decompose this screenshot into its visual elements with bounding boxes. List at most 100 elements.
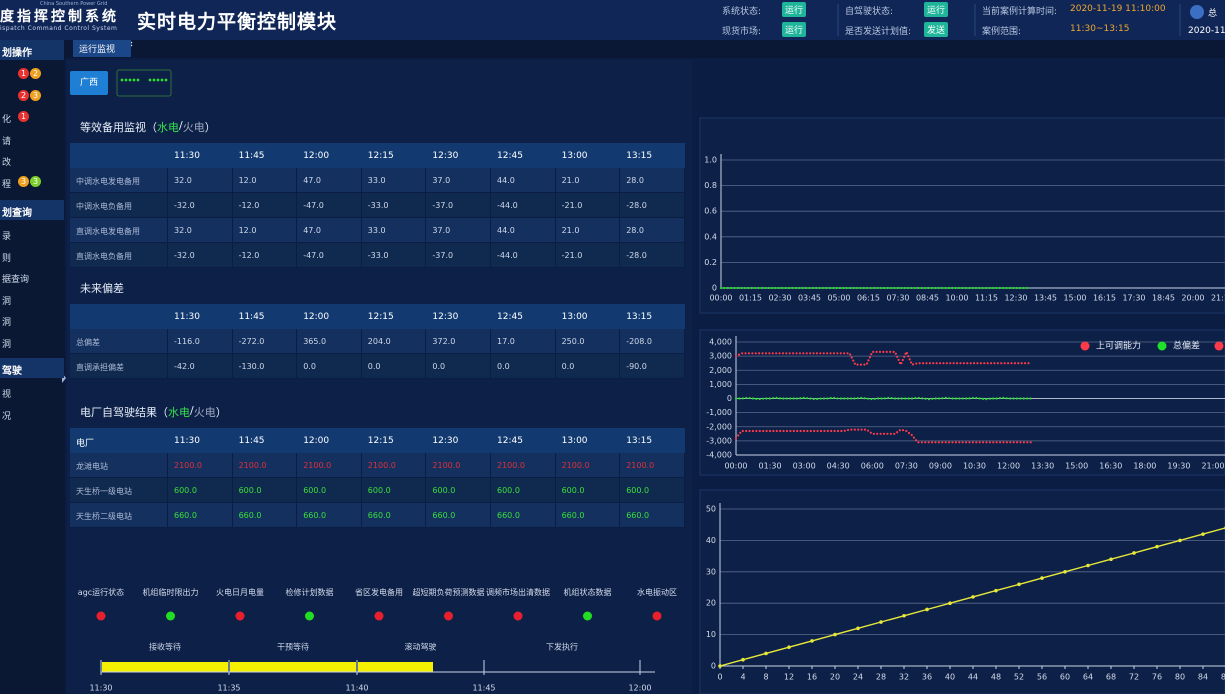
cell-divider xyxy=(619,329,621,353)
cell-divider xyxy=(619,503,621,527)
cell-divider xyxy=(425,168,427,192)
sidebar-item[interactable]: 改 xyxy=(2,158,12,169)
column-header: 12:45 xyxy=(497,312,523,322)
x-tick-label: 15:00 xyxy=(1065,462,1088,471)
sidebar-item[interactable]: 请 xyxy=(2,136,12,147)
cell-divider xyxy=(296,168,298,192)
user-date: 2020-11 xyxy=(1188,26,1225,36)
cell-divider xyxy=(425,329,427,353)
sidebar-group-title[interactable]: 划查询 xyxy=(2,208,32,219)
sidebar-item[interactable]: 洞 xyxy=(2,340,12,350)
x-tick-label: 01:15 xyxy=(739,294,762,303)
data-point xyxy=(1132,551,1136,555)
status-value: 运行 xyxy=(782,2,807,17)
region-button[interactable]: 广西 xyxy=(70,71,108,95)
data-point xyxy=(1178,538,1182,543)
cell-divider xyxy=(231,218,233,242)
data-point xyxy=(718,664,722,668)
table-row xyxy=(70,193,685,218)
status-value: 运行 xyxy=(782,22,807,37)
cell-divider xyxy=(231,329,233,353)
cell-divider xyxy=(425,478,427,502)
y-tick-label: 40 xyxy=(706,536,716,545)
status-dots xyxy=(120,78,168,82)
cell: 600.0 xyxy=(174,486,197,495)
x-tick-label: 21:15 xyxy=(1211,294,1225,303)
table-header xyxy=(70,304,685,329)
title-part: ） xyxy=(204,121,216,134)
cell: 204.0 xyxy=(367,337,391,346)
y-tick-label: 0.2 xyxy=(704,258,717,267)
range-label: 案例范围: xyxy=(982,27,1022,37)
y-tick-label: 20 xyxy=(706,599,716,608)
badge: 3 xyxy=(30,176,41,187)
x-tick-label: 60 xyxy=(1060,673,1070,682)
cell: 17.0 xyxy=(497,337,515,346)
cell: 660.0 xyxy=(174,511,197,520)
y-tick-label: -2,000 xyxy=(706,422,732,431)
cell-divider xyxy=(231,168,233,192)
x-tick-label: 07:30 xyxy=(886,294,909,303)
sidebar-item[interactable]: 视 xyxy=(2,390,12,400)
timeline-time: 11:30 xyxy=(89,684,112,693)
data-point xyxy=(948,601,952,605)
column-header: 11:30 xyxy=(174,436,200,446)
x-tick-label: 20 xyxy=(830,673,840,682)
sidebar-item[interactable]: 洞 xyxy=(2,318,12,329)
badge: 2 xyxy=(18,89,29,101)
sidebar-item[interactable]: 况 xyxy=(2,411,12,422)
cell: 0.0 xyxy=(303,362,316,371)
badge: 1 xyxy=(18,68,29,79)
cell-divider xyxy=(167,218,168,242)
cell-divider xyxy=(554,218,556,242)
x-tick-label: 18:45 xyxy=(1152,294,1175,303)
cell: -21.0 xyxy=(561,201,583,210)
x-tick-label: 15:00 xyxy=(1063,294,1086,303)
tab[interactable]: 运行监视 xyxy=(73,40,132,57)
cell-divider xyxy=(360,193,362,217)
indicator-label: 检修计划数据 xyxy=(285,588,334,597)
sidebar-group-title[interactable]: 划操作 xyxy=(2,48,32,59)
cell: 660.0 xyxy=(561,511,585,520)
legend-marker xyxy=(1157,341,1167,351)
indicator-label: 机组状态数据 xyxy=(563,588,612,597)
table-corner: 电厂 xyxy=(76,439,95,449)
y-tick-label: 30 xyxy=(706,567,716,576)
cell-divider xyxy=(683,354,685,378)
sidebar-item[interactable]: 化 xyxy=(2,115,12,126)
cell-divider xyxy=(490,329,491,353)
y-tick-label: -1,000 xyxy=(706,408,732,417)
column-header: 13:15 xyxy=(626,312,653,322)
cell-divider xyxy=(360,503,362,527)
timeline-time: 12:00 xyxy=(628,684,651,693)
sidebar-item[interactable]: 程 xyxy=(2,180,12,190)
cell-divider xyxy=(360,354,362,378)
x-tick-label: 04:30 xyxy=(827,462,850,471)
sidebar-item[interactable]: 洞 xyxy=(2,296,12,307)
x-tick-label: 00:00 xyxy=(724,462,747,471)
sidebar-item[interactable]: 录 xyxy=(2,232,12,242)
data-point xyxy=(856,626,860,631)
stage-label: 接收等待 xyxy=(149,642,181,652)
column-header: 12:00 xyxy=(303,436,330,446)
x-tick-label: 13:45 xyxy=(1034,294,1057,303)
sidebar-item[interactable]: 则 xyxy=(2,253,12,264)
x-tick-label: 8 xyxy=(763,673,768,682)
sidebar-group-title[interactable]: 驾驶 xyxy=(2,366,22,377)
series-line xyxy=(734,428,1033,444)
cell: -272.0 xyxy=(238,337,265,346)
cell-divider xyxy=(296,453,298,477)
cell: -32.0 xyxy=(174,251,195,260)
cell-divider xyxy=(296,243,298,267)
x-tick-label: 68 xyxy=(1106,673,1116,682)
indicator-label: 机组临时限出力 xyxy=(142,588,199,597)
cell: -12.0 xyxy=(238,251,260,260)
cell: 21.0 xyxy=(561,226,580,235)
x-tick-label: 52 xyxy=(1014,673,1024,682)
x-tick-label: 64 xyxy=(1083,673,1093,682)
data-point xyxy=(810,639,814,643)
user-icon[interactable] xyxy=(1190,5,1204,19)
cell: 2100.0 xyxy=(303,461,332,470)
sidebar-item[interactable]: 据查询 xyxy=(2,275,30,286)
cell: 28.0 xyxy=(626,226,644,235)
